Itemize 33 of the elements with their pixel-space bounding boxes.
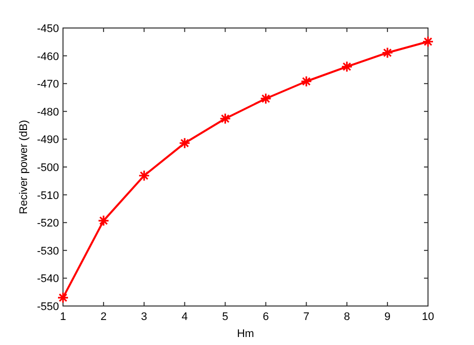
point (219, 112, 232, 124)
y-axis-title: Reciver power (dB) (18, 120, 30, 214)
point (178, 137, 190, 149)
y-tick-label: -460 (36, 50, 59, 63)
x-tick-label: 6 (262, 311, 269, 323)
x-tick-label: 4 (182, 311, 188, 323)
point (98, 214, 110, 226)
x-tick-label: 3 (141, 311, 148, 323)
x-tick-label: 7 (303, 311, 310, 323)
point (382, 46, 394, 59)
y-tick-label: -530 (36, 245, 59, 258)
point (260, 92, 272, 104)
x-tick-label: 10 (422, 311, 434, 323)
x-axis-title: Hm (236, 328, 254, 340)
x-tick-label: 9 (384, 311, 391, 323)
y-tick-label: -500 (36, 162, 59, 174)
x-tick-label: 8 (344, 311, 350, 323)
point (57, 292, 69, 304)
y-tick-label: -510 (36, 190, 59, 202)
y-tick-label: -520 (36, 218, 59, 230)
x-tick-label: 1 (60, 311, 66, 323)
point (300, 76, 312, 88)
y-tick-label: -490 (36, 134, 59, 146)
y-tick-label: -470 (36, 78, 59, 91)
x-tick-label: 5 (222, 311, 228, 323)
y-tick-label: -540 (36, 273, 59, 286)
point (341, 60, 353, 72)
y-tick-label: -450 (36, 23, 59, 35)
x-tick-label: 2 (100, 311, 107, 323)
y-tick-label: -550 (36, 301, 59, 313)
point (138, 170, 150, 182)
y-tick-label: -480 (36, 106, 59, 118)
point (422, 36, 434, 48)
